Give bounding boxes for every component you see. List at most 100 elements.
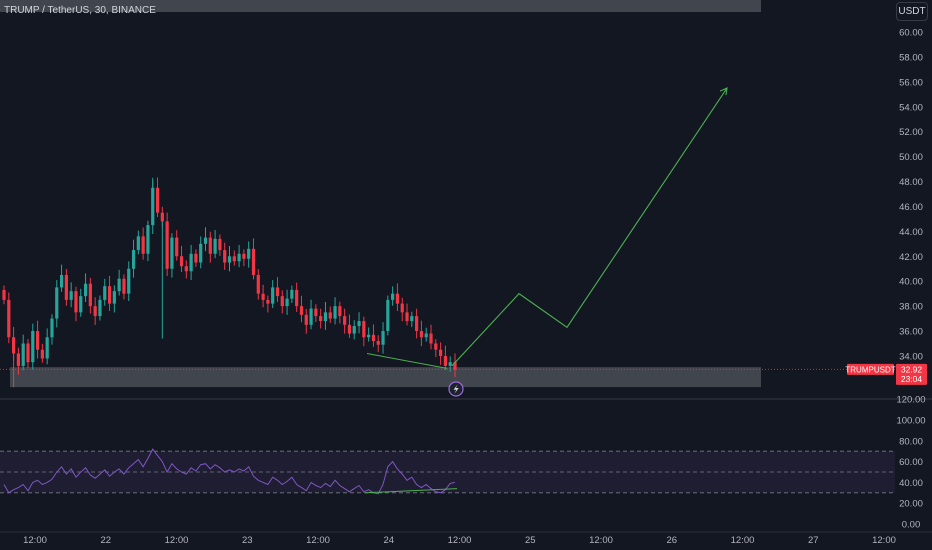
lightning-icon[interactable] <box>448 381 464 397</box>
candle-body <box>232 256 236 262</box>
candle-body <box>357 321 361 327</box>
candle-body <box>59 274 64 288</box>
candle-body <box>218 238 222 251</box>
rsi-divergence-line <box>364 488 458 494</box>
candle-body <box>415 316 419 332</box>
candle-body <box>26 343 30 363</box>
candle-body <box>189 253 193 272</box>
candle-body <box>122 278 126 294</box>
candle-body <box>136 236 140 251</box>
candle-body <box>203 237 208 244</box>
price-tick-label: 40.00 <box>899 277 923 288</box>
candle-body <box>40 349 44 359</box>
candle-body <box>343 316 347 325</box>
candle-body <box>352 326 356 334</box>
candle-body <box>98 299 102 317</box>
candle-body <box>333 306 337 319</box>
candle-body <box>323 312 328 322</box>
candle-body <box>83 283 88 297</box>
price-tag-countdown: 23:04 <box>901 374 923 384</box>
time-tick-label: 27 <box>808 535 819 546</box>
candle-body <box>424 333 428 338</box>
symbol-title[interactable]: TRUMP / TetherUS, 30, BINANCE <box>4 5 156 16</box>
candle-body <box>69 291 73 300</box>
candle-body <box>338 306 342 317</box>
candle-body <box>328 312 332 319</box>
candle-body <box>184 266 188 272</box>
candle-body <box>376 341 380 345</box>
candle-body <box>367 334 371 338</box>
candle-body <box>11 337 16 354</box>
projection-arrowhead <box>719 87 728 96</box>
price-tick-label: 54.00 <box>899 102 923 113</box>
candle-body <box>271 287 275 304</box>
candle-body <box>434 343 438 350</box>
candle-body <box>165 221 169 269</box>
candle-body <box>31 331 35 363</box>
candle-body <box>45 337 49 359</box>
candle-body <box>208 237 212 254</box>
time-tick-label: 24 <box>383 535 394 546</box>
candle-body <box>93 306 97 317</box>
candle-body <box>7 299 11 338</box>
candle-body <box>227 256 232 263</box>
candle-body <box>107 286 112 304</box>
rsi-tick-label: 100.00 <box>896 416 925 427</box>
price-tick-label: 60.00 <box>899 28 923 39</box>
candle-body <box>290 289 294 299</box>
candle-body <box>2 289 6 300</box>
candle-body <box>179 256 184 267</box>
candle-body <box>103 286 107 300</box>
candle-body <box>443 355 448 366</box>
candle-body <box>50 318 54 338</box>
rsi-tick-label: 0.00 <box>902 520 921 531</box>
time-tick-label: 12:00 <box>872 535 896 546</box>
candle-body <box>381 331 385 345</box>
candle-body <box>199 243 203 263</box>
candles-group <box>2 177 457 378</box>
candle-body <box>64 274 68 300</box>
candle-body <box>429 333 433 344</box>
price-tick-label: 56.00 <box>899 77 923 88</box>
candle-body <box>237 253 241 262</box>
candle-body <box>21 343 25 366</box>
candle-body <box>79 296 83 313</box>
candle-body <box>410 316 414 322</box>
candle-body <box>35 331 40 350</box>
candle-body <box>386 299 390 332</box>
candle-body <box>155 187 160 213</box>
candle-body <box>74 291 78 313</box>
time-tick-label: 12:00 <box>448 535 472 546</box>
candle-body <box>285 298 289 307</box>
time-tick-label: 12:00 <box>306 535 330 546</box>
candle-body <box>362 321 366 338</box>
candle-body <box>131 250 136 269</box>
candle-body <box>117 278 121 292</box>
candle-body <box>175 237 179 257</box>
symbol-tag <box>847 363 894 375</box>
currency-button[interactable]: USDT <box>896 2 928 21</box>
price-tick-label: 58.00 <box>899 52 923 63</box>
time-tick-label: 23 <box>242 535 253 546</box>
price-tag <box>896 363 927 385</box>
candle-body <box>314 308 318 317</box>
candle-body <box>347 324 352 334</box>
candle-body <box>391 293 395 300</box>
candle-body <box>319 316 323 322</box>
candle-body <box>275 287 280 297</box>
candle-body <box>295 289 299 307</box>
symbol-tag-label: TRUMPUSDT <box>845 366 895 375</box>
candle-body <box>127 268 131 294</box>
candle-body <box>112 291 116 304</box>
candle-body <box>266 299 270 304</box>
candle-body <box>146 225 150 254</box>
price-tick-label: 50.00 <box>899 152 923 163</box>
rsi-tick-label: 20.00 <box>899 499 923 510</box>
rsi-tick-label: 60.00 <box>899 457 923 468</box>
candle-body <box>16 353 20 366</box>
price-tick-label: 48.00 <box>899 177 923 188</box>
support-trendline <box>366 352 448 369</box>
candle-body <box>304 314 308 325</box>
candle-body <box>256 274 260 294</box>
